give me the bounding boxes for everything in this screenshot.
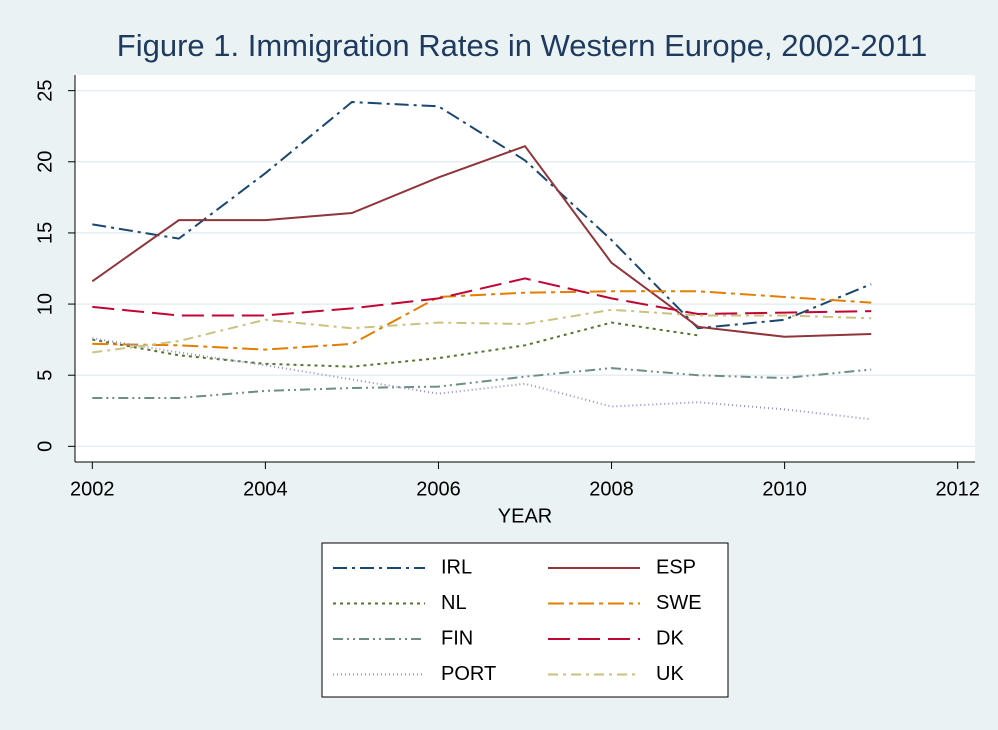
- chart-title: Figure 1. Immigration Rates in Western E…: [117, 28, 927, 63]
- y-tick-label: 15: [34, 222, 56, 244]
- legend-label: SWE: [656, 592, 702, 614]
- legend-label: DK: [656, 627, 684, 649]
- x-tick-label: 2012: [935, 478, 980, 500]
- y-tick-label: 0: [34, 441, 56, 452]
- x-axis-label: YEAR: [498, 505, 552, 527]
- legend-label: IRL: [441, 556, 472, 578]
- legend-label: UK: [656, 663, 684, 685]
- x-tick-label: 2010: [762, 478, 807, 500]
- legend-label: ESP: [656, 556, 696, 578]
- series-line: [92, 101, 872, 330]
- y-tick-label: 20: [34, 151, 56, 173]
- plot-area: [75, 75, 975, 462]
- series-line: [91, 144, 872, 338]
- y-tick-label: 25: [34, 80, 56, 102]
- legend-label: NL: [441, 592, 467, 614]
- x-tick-label: 2006: [416, 478, 461, 500]
- x-tick-label: 2002: [70, 478, 115, 500]
- x-tick-label: 2008: [589, 478, 634, 500]
- series-line: [92, 277, 872, 317]
- legend-label: PORT: [441, 663, 496, 685]
- y-tick-label: 10: [34, 293, 56, 315]
- series-line: [92, 367, 872, 399]
- x-tick-label: 2004: [243, 478, 288, 500]
- legend-label: FIN: [441, 627, 473, 649]
- y-tick-label: 5: [34, 370, 56, 381]
- series-line: [92, 308, 872, 354]
- series-line: [92, 290, 872, 351]
